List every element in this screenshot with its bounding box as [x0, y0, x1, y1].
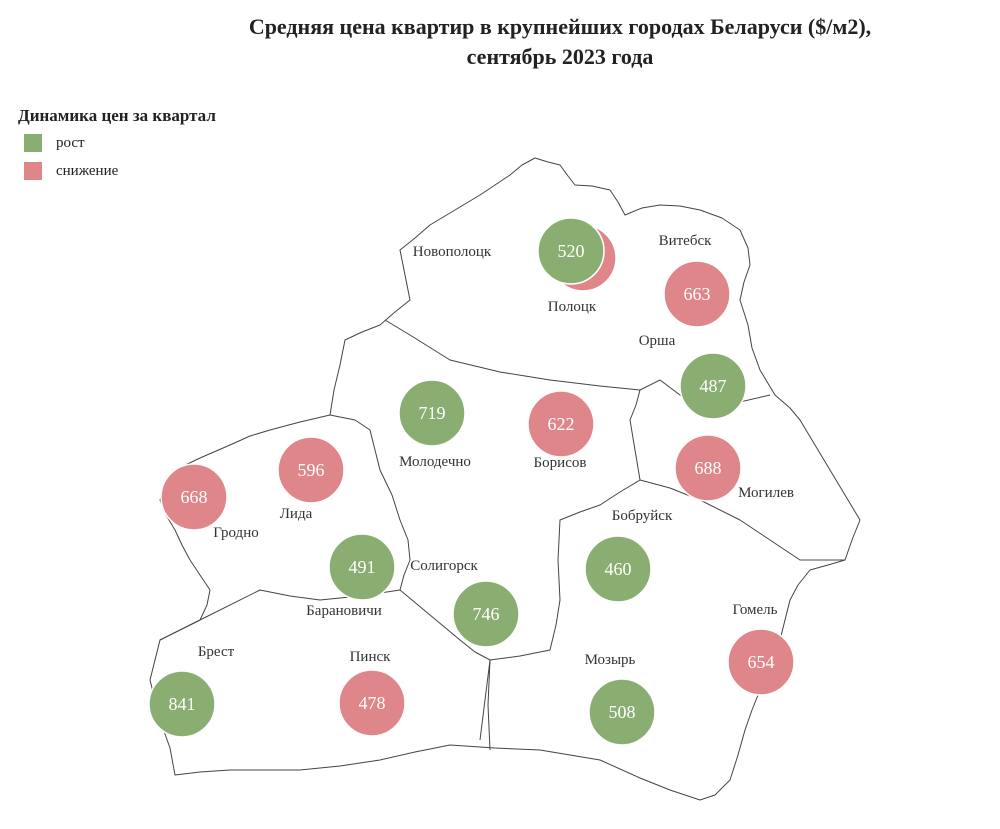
- city-6-label: Могилев: [738, 485, 794, 501]
- city-1-label: Новополоцк: [413, 244, 492, 260]
- city-2-value: 663: [684, 284, 711, 304]
- title-line-2: сентябрь 2023 года: [466, 44, 654, 69]
- city-0-label: Полоцк: [548, 299, 597, 315]
- city-12-bubble: [727, 628, 795, 696]
- city-6-bubble: [674, 434, 742, 502]
- region-border-minsk: [489, 389, 641, 661]
- city-12-label: Гомель: [732, 602, 777, 618]
- city-9-label: Барановичи: [306, 603, 382, 619]
- city-5-label: Борисов: [534, 455, 587, 471]
- city-14-label: Пинск: [350, 649, 392, 665]
- region-border-gomel-west: [487, 659, 491, 751]
- city-4-value: 719: [419, 403, 446, 423]
- region-border-grodno: [329, 414, 411, 591]
- legend-label-growth: рост: [56, 134, 85, 151]
- city-11-value: 746: [473, 604, 500, 624]
- city-8-label: Гродно: [213, 525, 258, 541]
- city-1-value: 520: [558, 241, 585, 261]
- city-5-bubble: [527, 390, 595, 458]
- legend-swatch-decline: [24, 162, 42, 180]
- city-4-label: Молодечно: [399, 454, 471, 470]
- city-11-bubble: [452, 580, 520, 648]
- city-15-label: Мозырь: [585, 652, 636, 668]
- legend-swatch-growth: [24, 134, 42, 152]
- city-10-bubble: [584, 535, 652, 603]
- city-2-label: Витебск: [659, 233, 713, 249]
- city-3-bubble: [679, 352, 747, 420]
- city-9-bubble: [328, 533, 396, 601]
- city-4-bubble: [398, 379, 466, 447]
- city-15-bubble: [588, 678, 656, 746]
- city-9-value: 491: [349, 557, 376, 577]
- city-8-bubble: [160, 463, 228, 531]
- legend-item-growth: рост: [24, 134, 216, 152]
- city-10-value: 460: [605, 559, 632, 579]
- city-7-value: 596: [298, 460, 325, 480]
- city-1-bubble: [537, 217, 605, 285]
- legend: Динамика цен за квартал рост снижение: [18, 106, 216, 190]
- city-7-label: Лида: [280, 506, 313, 522]
- city-12-value: 654: [748, 652, 775, 672]
- city-3-label: Орша: [639, 333, 676, 349]
- city-8-value: 668: [181, 487, 208, 507]
- city-14-bubble: [338, 669, 406, 737]
- city-13-label: Брест: [198, 644, 235, 660]
- region-border-gomel: [639, 479, 845, 561]
- city-7-bubble: [277, 436, 345, 504]
- city-13-value: 841: [169, 694, 196, 714]
- legend-title: Динамика цен за квартал: [18, 106, 216, 125]
- city-10-label: Бобруйск: [612, 508, 673, 524]
- legend-label-decline: снижение: [56, 162, 119, 179]
- city-6-value: 688: [695, 458, 722, 478]
- city-14-value: 478: [359, 693, 386, 713]
- city-2-bubble: [663, 260, 731, 328]
- city-3-value: 487: [700, 376, 727, 396]
- city-11-label: Солигорск: [410, 558, 478, 574]
- city-5-value: 622: [548, 414, 575, 434]
- legend-item-decline: снижение: [24, 162, 216, 180]
- country-border: [149, 157, 861, 801]
- map-title: Средняя цена квартир в крупнейших города…: [200, 12, 920, 72]
- title-line-1: Средняя цена квартир в крупнейших города…: [248, 14, 872, 39]
- city-15-value: 508: [609, 702, 636, 722]
- city-13-bubble: [148, 670, 216, 738]
